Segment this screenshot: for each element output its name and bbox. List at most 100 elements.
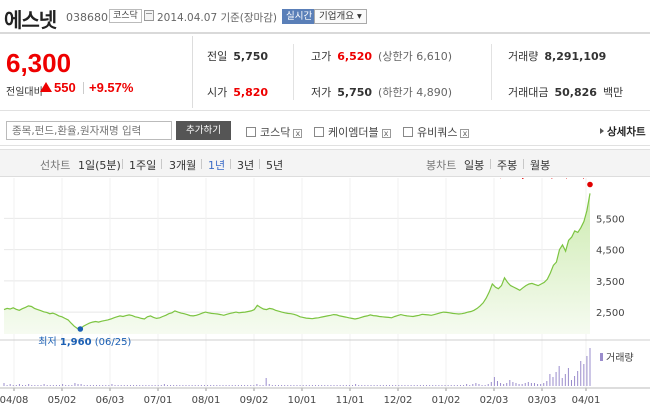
price-chart[interactable]: 5,500 4,500 3,500 2,500 04/08 05/02 06/03 07/01… (0, 178, 650, 411)
stat-amount: 거래대금 50,826 백만 (508, 84, 623, 100)
volume-bar (413, 385, 415, 386)
volume-bar (487, 384, 489, 386)
max-marker (587, 181, 593, 188)
close-icon[interactable]: x (293, 129, 303, 138)
volume-bar (37, 385, 39, 386)
tab-period-1day[interactable]: 1일(5분) (78, 159, 121, 172)
volume-bar (163, 384, 165, 386)
close-icon[interactable]: x (460, 129, 470, 138)
stat-value: 5,750 (337, 86, 373, 99)
volume-bar (231, 385, 233, 386)
volume-bar (478, 384, 480, 386)
volume-bar (370, 385, 372, 386)
compare-item-kosdaq[interactable]: 코스닥 x (246, 124, 303, 140)
stat-label: 저가 (311, 86, 332, 99)
volume-bar (46, 385, 48, 386)
volume-bar (324, 385, 326, 386)
chart-tabbar: 선차트 1일(5분) 1주일 3개월 1년 3년 5년 봉차트 일봉 주봉 월봉 (0, 149, 650, 177)
detail-chart-label: 상세차트 (607, 126, 646, 138)
volume-bar (6, 385, 8, 386)
tab-period-1year[interactable]: 1년 (208, 159, 226, 172)
tab-period-5year[interactable]: 5년 (266, 159, 284, 172)
volume-bar (456, 385, 458, 386)
x-tick-label: 04/01 (572, 395, 601, 406)
tab-period-1week[interactable]: 1주일 (129, 159, 157, 172)
volume-bar (509, 380, 511, 386)
volume-bar (466, 384, 468, 386)
company-overview-dropdown[interactable]: 기업개요 ▾ (314, 9, 367, 24)
divider (491, 44, 492, 100)
base-date: 2014.04.07 기준(장마감) (157, 12, 277, 24)
price-stats: 전일 5,750 고가 6,520 (상한가 6,610) 거래량 8,291,109 … (193, 36, 650, 108)
stat-label: 거래대금 (508, 86, 549, 99)
volume-bar (367, 385, 369, 386)
volume-bar (392, 385, 394, 386)
x-tick-label: 03/03 (528, 395, 557, 406)
volume-bar (253, 385, 255, 386)
volume-bar (512, 382, 514, 386)
volume-bar (108, 385, 110, 386)
volume-bar (92, 385, 94, 386)
volume-bar (154, 385, 156, 386)
volume-bar (207, 385, 209, 386)
volume-bar (404, 385, 406, 386)
volume-bar (170, 385, 172, 386)
divider (83, 82, 84, 94)
volume-bar (364, 385, 366, 386)
detail-chart-link[interactable]: 상세차트 (600, 124, 646, 139)
market-badge: 코스닥 (109, 9, 142, 23)
volume-bar (410, 385, 412, 386)
price-area (4, 193, 590, 334)
volume-bar (111, 384, 113, 386)
volume-bar (83, 385, 85, 386)
volume-bar (145, 385, 147, 386)
volume-bar (552, 377, 554, 386)
volume-bar (398, 385, 400, 386)
stock-code: 038680 (66, 11, 108, 24)
volume-bar (348, 385, 350, 386)
min-label: 최저 1,960 (06/25) (38, 336, 131, 348)
tab-candle-monthly[interactable]: 월봉 (530, 159, 551, 172)
volume-bar (86, 385, 88, 386)
close-icon[interactable]: x (381, 129, 391, 138)
checkbox[interactable] (403, 127, 413, 137)
compare-item-ubiquoss[interactable]: 유비쿼스 x (403, 124, 470, 140)
volume-bar (407, 385, 409, 386)
volume-bar (126, 385, 128, 386)
checkbox[interactable] (246, 127, 256, 137)
volume-bar (481, 385, 483, 386)
volume-bar (518, 384, 520, 386)
stat-value: 50,826 (554, 86, 597, 99)
stat-sub-label: (상한가 (378, 50, 413, 63)
volume-bar (355, 384, 357, 386)
checkbox[interactable] (314, 127, 324, 137)
volume-bar (157, 385, 159, 386)
volume-bar (68, 385, 70, 386)
compare-item-kmw[interactable]: 케이엠더블 x (314, 124, 391, 140)
volume-bar (117, 385, 119, 386)
volume-bar (28, 384, 30, 386)
volume-bar (102, 385, 104, 386)
volume-bar (358, 385, 360, 386)
calendar-icon (144, 10, 154, 21)
volume-bar (89, 385, 91, 386)
volume-bar (376, 385, 378, 386)
volume-bar (336, 385, 338, 386)
tab-candle-daily[interactable]: 일봉 (464, 159, 485, 172)
volume-bar (18, 384, 20, 386)
tab-period-3year[interactable]: 3년 (237, 159, 255, 172)
price-chart-svg[interactable]: 5,500 4,500 3,500 2,500 04/08 05/02 06/03 07/01… (0, 178, 650, 411)
volume-bar (31, 385, 33, 386)
volume-bar (385, 385, 387, 386)
volume-bar (284, 385, 286, 386)
volume-bar (321, 385, 323, 386)
volume-bar (3, 383, 5, 386)
tab-period-3month[interactable]: 3개월 (169, 159, 197, 172)
add-compare-button[interactable]: 추가하기 (176, 121, 231, 140)
volume-bar (305, 385, 307, 386)
stat-label: 거래량 (508, 50, 539, 63)
realtime-button[interactable]: 실시간 (282, 9, 317, 24)
volume-bar (444, 385, 446, 386)
tab-candle-weekly[interactable]: 주봉 (497, 159, 518, 172)
compare-search-input[interactable] (6, 121, 172, 140)
